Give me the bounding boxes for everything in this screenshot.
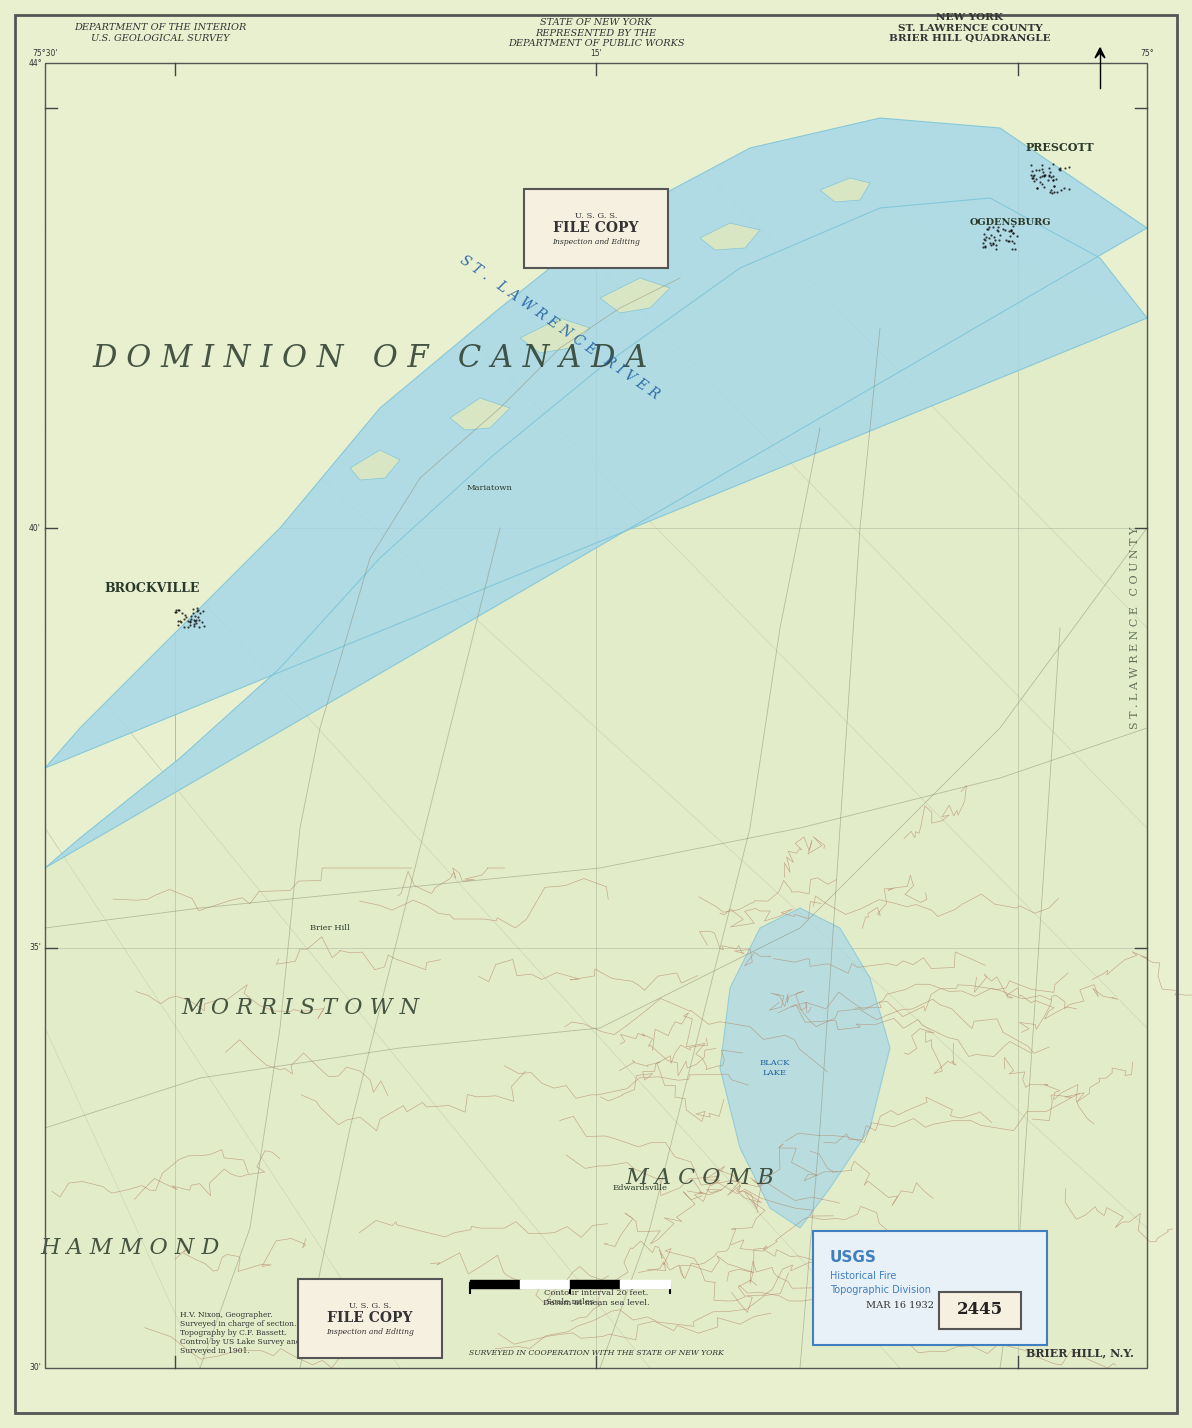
Text: Inspection and Editing: Inspection and Editing [552, 238, 640, 246]
Text: 30': 30' [29, 1364, 41, 1372]
Text: 44°: 44° [29, 59, 42, 67]
Text: PRESCOTT: PRESCOTT [1025, 141, 1094, 153]
Text: Topographic Division: Topographic Division [830, 1285, 931, 1295]
Text: U. S. G. S.: U. S. G. S. [575, 211, 617, 220]
Text: Brier Hill: Brier Hill [310, 924, 350, 932]
Text: 2445: 2445 [957, 1301, 1002, 1318]
Text: H.V. Nixon, Geographer.
Surveyed in charge of section.
Topography by C.F. Basset: H.V. Nixon, Geographer. Surveyed in char… [180, 1311, 352, 1355]
FancyBboxPatch shape [298, 1278, 442, 1358]
Text: S T .   L A W R E N C E   R I V E R: S T . L A W R E N C E R I V E R [458, 254, 663, 403]
Text: Mariatown: Mariatown [467, 484, 513, 493]
Text: OGDENSBURG: OGDENSBURG [969, 218, 1051, 227]
Text: U. S. G. S.: U. S. G. S. [349, 1302, 391, 1309]
Polygon shape [45, 0, 1147, 768]
Polygon shape [451, 398, 510, 430]
Text: 40': 40' [29, 524, 41, 533]
Text: FILE COPY: FILE COPY [553, 221, 639, 236]
Bar [45, 6, 1147, 63]
Polygon shape [520, 318, 590, 353]
Text: BRIER HILL, N.Y.: BRIER HILL, N.Y. [1026, 1348, 1134, 1358]
Polygon shape [45, 119, 1147, 868]
Text: Historical Fire: Historical Fire [830, 1271, 896, 1281]
FancyBboxPatch shape [524, 188, 668, 267]
Text: NEW YORK
ST. LAWRENCE COUNTY
BRIER HILL QUADRANGLE: NEW YORK ST. LAWRENCE COUNTY BRIER HILL … [889, 13, 1051, 43]
Text: 75°: 75° [1141, 49, 1154, 57]
Text: STATE OF NEW YORK
REPRESENTED BY THE
DEPARTMENT OF PUBLIC WORKS: STATE OF NEW YORK REPRESENTED BY THE DEP… [508, 19, 684, 49]
FancyBboxPatch shape [939, 1292, 1022, 1329]
Polygon shape [700, 223, 760, 250]
Text: FILE COPY: FILE COPY [328, 1311, 412, 1325]
Text: 15': 15' [590, 49, 602, 57]
Polygon shape [350, 450, 401, 480]
Polygon shape [720, 908, 890, 1228]
Text: Scale miles: Scale miles [546, 1298, 594, 1307]
Text: SURVEYED IN COOPERATION WITH THE STATE OF NEW YORK: SURVEYED IN COOPERATION WITH THE STATE O… [468, 1349, 724, 1357]
Text: 35': 35' [29, 944, 41, 952]
Text: USGS: USGS [830, 1251, 877, 1265]
FancyBboxPatch shape [813, 1231, 1047, 1345]
Text: BLACK
LAKE: BLACK LAKE [759, 1060, 790, 1077]
Text: MAR 16 1932: MAR 16 1932 [867, 1301, 935, 1311]
Text: H A M M O N D: H A M M O N D [41, 1237, 219, 1259]
Text: Contour interval 20 feet.
Datum at mean sea level.: Contour interval 20 feet. Datum at mean … [542, 1289, 650, 1307]
Polygon shape [45, 208, 1147, 1368]
Text: M O R R I S T O W N: M O R R I S T O W N [181, 997, 420, 1020]
Polygon shape [1095, 49, 1105, 59]
Text: BROCKVILLE: BROCKVILLE [105, 581, 200, 594]
Text: D O M I N I O N   O F   C A N A D A: D O M I N I O N O F C A N A D A [92, 343, 647, 374]
Polygon shape [600, 278, 670, 313]
Text: S T . L A W R E N C E   C O U N T Y: S T . L A W R E N C E C O U N T Y [1130, 527, 1140, 730]
Text: M A C O M B: M A C O M B [626, 1167, 775, 1190]
Text: Edwardsville: Edwardsville [613, 1184, 668, 1192]
Polygon shape [820, 178, 870, 201]
Text: 75°30': 75°30' [32, 49, 57, 57]
Text: Inspection and Editing: Inspection and Editing [327, 1328, 414, 1337]
Text: DEPARTMENT OF THE INTERIOR
U.S. GEOLOGICAL SURVEY: DEPARTMENT OF THE INTERIOR U.S. GEOLOGIC… [74, 23, 247, 43]
